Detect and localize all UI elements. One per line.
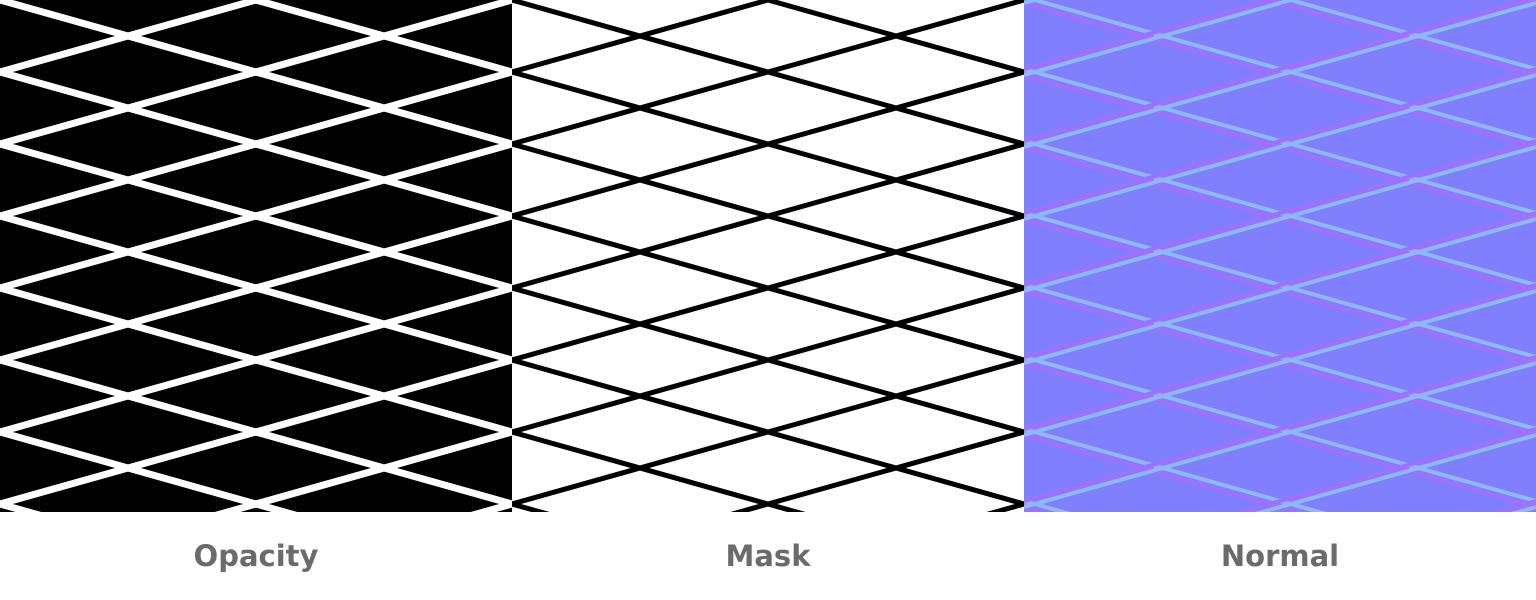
opacity-panel: Opacity: [0, 0, 512, 600]
normal-texture-image: [1024, 0, 1536, 512]
mask-caption: Mask: [725, 539, 811, 573]
opacity-texture-image: [0, 0, 512, 512]
opacity-caption: Opacity: [193, 539, 319, 573]
mask-panel: Mask: [512, 0, 1024, 600]
mask-texture-image: [512, 0, 1024, 512]
normal-panel: Normal: [1024, 0, 1536, 600]
normal-caption: Normal: [1220, 539, 1340, 573]
